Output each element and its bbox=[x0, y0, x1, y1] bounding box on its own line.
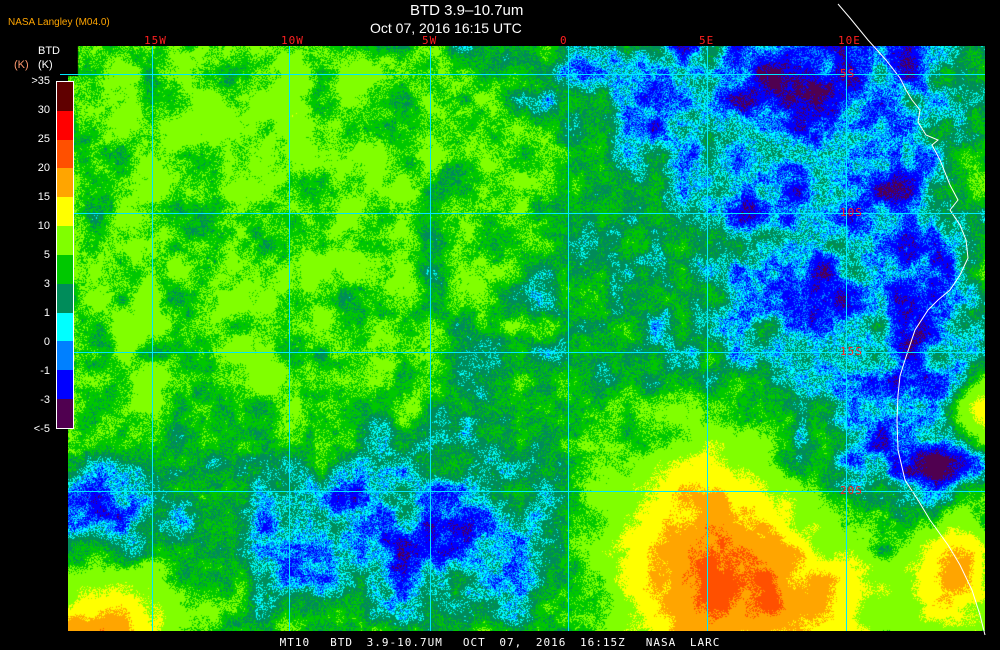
legend-swatch bbox=[57, 283, 73, 313]
latitude-label: 5S bbox=[840, 67, 856, 80]
latitude-label: 10S bbox=[840, 206, 863, 219]
legend-swatch bbox=[57, 312, 73, 342]
legend-tick-label: 0 bbox=[43, 336, 50, 348]
legend-tick-label: 5 bbox=[43, 249, 50, 261]
legend-unit: (K) bbox=[38, 59, 53, 71]
legend-tick-label: <-5 bbox=[33, 423, 50, 435]
legend-swatch bbox=[57, 82, 73, 111]
legend-tick-label: 15 bbox=[37, 191, 50, 203]
longitude-label: 5W bbox=[422, 34, 438, 47]
satellite-image bbox=[68, 46, 985, 631]
legend-tick-label: -3 bbox=[40, 394, 50, 406]
credit-label: NASA Langley (M04.0) bbox=[8, 17, 110, 28]
legend-unit-ghost: (K) bbox=[14, 59, 29, 71]
legend-tick-label: >35 bbox=[31, 75, 50, 87]
legend-swatch bbox=[57, 226, 73, 255]
legend-tick-label: 25 bbox=[37, 133, 50, 145]
latitude-label: 20S bbox=[840, 484, 863, 497]
legend-swatch bbox=[57, 341, 73, 371]
meridian-line bbox=[289, 46, 290, 631]
footer-datetime: OCT 07, 2016 16:15Z bbox=[462, 636, 626, 649]
footer-product: BTD 3.9-10.7UM bbox=[330, 636, 443, 649]
guide-line bbox=[60, 74, 70, 75]
legend-swatch bbox=[57, 254, 73, 284]
meridian-line bbox=[846, 46, 847, 631]
map-subtitle: Oct 07, 2016 16:15 UTC bbox=[370, 20, 522, 36]
meridian-line bbox=[430, 46, 431, 631]
longitude-label: 15W bbox=[144, 34, 167, 47]
legend-tick-label: 20 bbox=[37, 162, 50, 174]
title-text: BTD 3.9–10.7um bbox=[410, 2, 524, 19]
latitude-label: 15S bbox=[840, 345, 863, 358]
longitude-label: 10W bbox=[281, 34, 304, 47]
longitude-label: 0 bbox=[560, 34, 568, 47]
legend-tick-label: 10 bbox=[37, 220, 50, 232]
legend-tick-label: 1 bbox=[43, 307, 50, 319]
legend-tick-label: 30 bbox=[37, 104, 50, 116]
right-border bbox=[985, 46, 1000, 650]
legend-swatch bbox=[57, 110, 73, 140]
meridian-line bbox=[152, 46, 153, 631]
legend-swatch bbox=[57, 168, 73, 198]
color-legend-bar bbox=[56, 81, 74, 429]
legend-swatch bbox=[57, 370, 73, 400]
meridian-line bbox=[568, 46, 569, 631]
legend-tick-label: -1 bbox=[40, 365, 50, 377]
footer-source: NASA LARC bbox=[645, 636, 721, 649]
longitude-label: 5E bbox=[699, 34, 715, 47]
legend-swatch bbox=[57, 197, 73, 227]
meridian-line bbox=[707, 46, 708, 631]
legend-tick-label: 3 bbox=[43, 278, 50, 290]
parallel-line bbox=[68, 213, 985, 214]
footer-satellite: MT10 bbox=[279, 636, 311, 649]
parallel-line bbox=[68, 352, 985, 353]
footer-caption: MT10 BTD 3.9-10.7UM OCT 07, 2016 16:15Z NAS… bbox=[0, 636, 1000, 649]
longitude-label: 10E bbox=[838, 34, 861, 47]
legend-swatch bbox=[57, 139, 73, 169]
legend-title: BTD bbox=[38, 45, 60, 57]
parallel-line bbox=[68, 491, 985, 492]
parallel-line bbox=[68, 74, 985, 75]
legend-swatch bbox=[57, 399, 73, 428]
